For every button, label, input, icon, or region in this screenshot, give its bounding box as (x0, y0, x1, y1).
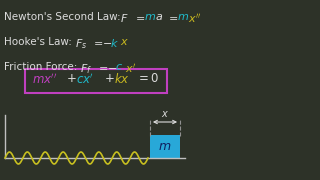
Text: $F_f$: $F_f$ (80, 62, 92, 76)
Text: Friction Force:: Friction Force: (4, 62, 77, 72)
Text: Hooke's Law:: Hooke's Law: (4, 37, 72, 47)
Text: $+$: $+$ (66, 72, 76, 85)
Bar (150, 135, 180, 159)
Text: $m$: $m$ (177, 12, 189, 22)
Text: $= 0$: $= 0$ (136, 72, 159, 85)
Text: $a$: $a$ (155, 12, 163, 22)
Text: $=$: $=$ (91, 37, 103, 47)
Text: $=$: $=$ (133, 12, 145, 22)
Text: $m$: $m$ (144, 12, 156, 22)
Text: $F_s$: $F_s$ (75, 37, 87, 51)
Text: $cx'$: $cx'$ (76, 72, 94, 87)
Text: $=$: $=$ (166, 12, 178, 22)
Text: $mx''$: $mx''$ (32, 72, 57, 87)
Text: $kx$: $kx$ (114, 72, 130, 86)
Text: $=$: $=$ (96, 62, 108, 72)
Text: $m$: $m$ (158, 141, 172, 154)
Text: $+$: $+$ (104, 72, 115, 85)
Text: $-$: $-$ (102, 37, 112, 47)
Text: $x'$: $x'$ (125, 62, 136, 75)
Text: $-$: $-$ (107, 62, 117, 72)
Text: $k$: $k$ (110, 37, 119, 49)
Text: $x$: $x$ (161, 109, 169, 119)
Text: $x''$: $x''$ (188, 12, 202, 25)
Text: $x$: $x$ (120, 37, 129, 47)
Text: Newton's Second Law:: Newton's Second Law: (4, 12, 121, 22)
Text: $c$: $c$ (115, 62, 123, 72)
Text: $F$: $F$ (120, 12, 129, 24)
